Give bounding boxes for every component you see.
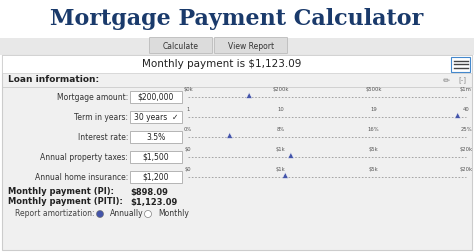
Text: $20k: $20k [459, 167, 473, 172]
FancyBboxPatch shape [130, 91, 182, 103]
Text: 1: 1 [186, 107, 190, 112]
Text: $5k: $5k [368, 167, 378, 172]
Text: ✏: ✏ [443, 76, 449, 84]
Text: $200,000: $200,000 [138, 92, 174, 102]
Text: Calculate: Calculate [163, 42, 199, 51]
Text: Mortgage Payment Calculator: Mortgage Payment Calculator [50, 8, 424, 30]
Text: $0: $0 [185, 167, 191, 172]
Text: $1k: $1k [276, 147, 285, 152]
Text: 40: 40 [463, 107, 469, 112]
Text: $1k: $1k [276, 167, 285, 172]
Text: $1,500: $1,500 [143, 152, 169, 162]
Text: $0k: $0k [183, 87, 193, 92]
Text: Mortgage amount:: Mortgage amount: [57, 92, 128, 102]
Text: Annual home insurance:: Annual home insurance: [35, 173, 128, 181]
FancyBboxPatch shape [0, 38, 474, 55]
Text: [-]: [-] [458, 77, 466, 83]
Text: 0%: 0% [184, 127, 192, 132]
Polygon shape [288, 152, 294, 158]
Text: $1,123.09: $1,123.09 [130, 198, 177, 206]
Text: $5k: $5k [368, 147, 378, 152]
Text: $898.09: $898.09 [130, 187, 168, 197]
Text: $0: $0 [185, 147, 191, 152]
Text: $500k: $500k [365, 87, 382, 92]
Text: $1m: $1m [460, 87, 472, 92]
FancyBboxPatch shape [130, 131, 182, 143]
Polygon shape [283, 173, 288, 178]
Text: Interest rate:: Interest rate: [78, 133, 128, 142]
Text: Monthly payment (PITI):: Monthly payment (PITI): [8, 198, 123, 206]
FancyBboxPatch shape [452, 56, 471, 72]
Text: Monthly payment (PI):: Monthly payment (PI): [8, 187, 114, 197]
FancyBboxPatch shape [130, 111, 182, 123]
Text: 10: 10 [277, 107, 284, 112]
Text: Monthly payment is $1,123.09: Monthly payment is $1,123.09 [142, 59, 301, 69]
Text: 8%: 8% [276, 127, 285, 132]
FancyBboxPatch shape [2, 55, 472, 73]
FancyBboxPatch shape [0, 0, 474, 38]
Polygon shape [455, 112, 461, 118]
Circle shape [145, 210, 152, 217]
FancyBboxPatch shape [149, 38, 212, 53]
Text: View Report: View Report [228, 42, 274, 51]
FancyBboxPatch shape [2, 55, 472, 250]
Text: 25%: 25% [460, 127, 472, 132]
Text: Monthly: Monthly [158, 209, 189, 218]
Text: Annual property taxes:: Annual property taxes: [40, 152, 128, 162]
Text: Loan information:: Loan information: [8, 76, 99, 84]
FancyBboxPatch shape [130, 171, 182, 183]
Text: $20k: $20k [459, 147, 473, 152]
Polygon shape [227, 133, 233, 138]
Text: Annually: Annually [110, 209, 144, 218]
Text: 30 years  ✓: 30 years ✓ [134, 112, 178, 121]
Text: 16%: 16% [367, 127, 379, 132]
Circle shape [97, 210, 103, 217]
Text: Term in years:: Term in years: [74, 112, 128, 121]
Text: 3.5%: 3.5% [146, 133, 165, 142]
Text: $200k: $200k [273, 87, 289, 92]
FancyBboxPatch shape [130, 151, 182, 163]
Polygon shape [246, 92, 252, 98]
Text: 19: 19 [370, 107, 377, 112]
FancyBboxPatch shape [215, 38, 288, 53]
Text: Report amortization:: Report amortization: [16, 209, 95, 218]
Text: $1,200: $1,200 [143, 173, 169, 181]
